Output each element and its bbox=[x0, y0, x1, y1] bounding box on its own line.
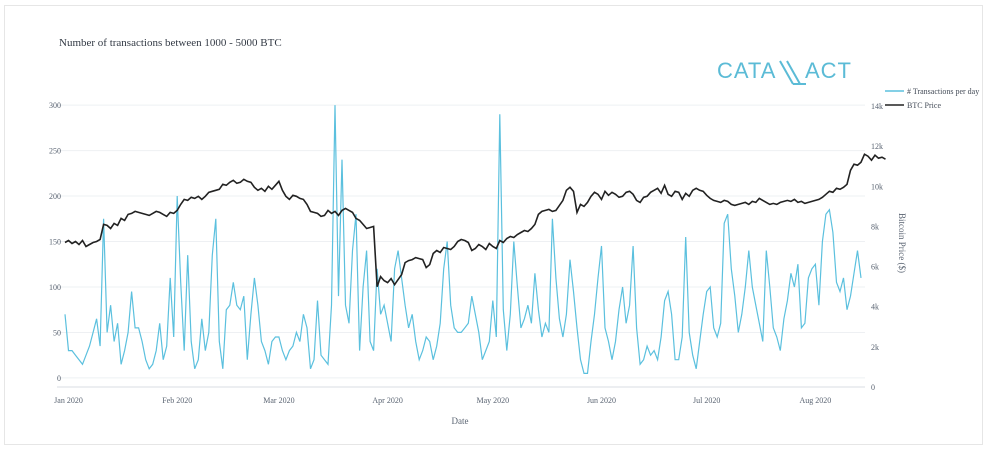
btc-price-line bbox=[64, 153, 886, 287]
x-tick-label: Aug 2020 bbox=[800, 396, 832, 405]
logo-mark bbox=[779, 60, 806, 85]
gridlines bbox=[57, 104, 865, 379]
right-tick-label: 8k bbox=[871, 222, 879, 231]
x-tick-label: Apr 2020 bbox=[372, 396, 402, 405]
left-tick-label: 100 bbox=[49, 283, 61, 292]
x-axis: Jan 2020 Feb 2020 Mar 2020 Apr 2020 May 2020… bbox=[54, 396, 831, 405]
left-tick-label: 0 bbox=[57, 374, 61, 383]
svg-text:CATA: CATA bbox=[717, 58, 776, 83]
chart-title: Number of transactions between 1000 - 50… bbox=[59, 37, 282, 49]
legend-label-transactions: # Transactions per day bbox=[907, 87, 979, 96]
chart: Number of transactions between 1000 - 50… bbox=[49, 37, 979, 426]
svg-text:ACT: ACT bbox=[805, 58, 852, 83]
right-tick-label: 14k bbox=[871, 102, 883, 111]
legend-item-transactions[interactable]: # Transactions per day bbox=[885, 87, 979, 96]
right-axis-label: Bitcoin Price ($) bbox=[897, 213, 907, 273]
left-tick-label: 150 bbox=[49, 238, 61, 247]
left-tick-label: 200 bbox=[49, 192, 61, 201]
x-tick-label: Jul 2020 bbox=[693, 396, 720, 405]
x-tick-label: Mar 2020 bbox=[263, 396, 294, 405]
logo: CATA ACT bbox=[717, 58, 852, 85]
x-tick-label: Jun 2020 bbox=[587, 396, 616, 405]
left-tick-label: 50 bbox=[53, 328, 61, 337]
legend-item-btc-price[interactable]: BTC Price bbox=[885, 101, 941, 110]
right-tick-label: 0 bbox=[871, 383, 875, 392]
right-tick-label: 2k bbox=[871, 343, 879, 352]
x-tick-label: Feb 2020 bbox=[162, 396, 192, 405]
right-tick-label: 12k bbox=[871, 142, 883, 151]
legend[interactable]: # Transactions per day BTC Price bbox=[885, 87, 979, 110]
x-tick-label: May 2020 bbox=[476, 396, 509, 405]
right-tick-label: 6k bbox=[871, 263, 879, 272]
right-axis: 0 2k 4k 6k 8k 10k 12k 14k bbox=[871, 102, 883, 392]
transactions-line bbox=[64, 105, 862, 374]
left-tick-label: 250 bbox=[49, 147, 61, 156]
x-axis-label: Date bbox=[452, 416, 469, 426]
right-tick-label: 4k bbox=[871, 303, 879, 312]
right-tick-label: 10k bbox=[871, 182, 883, 191]
chart-panel: Number of transactions between 1000 - 50… bbox=[4, 5, 983, 445]
x-tick-label: Jan 2020 bbox=[54, 396, 83, 405]
left-axis: 0 50 100 150 200 250 300 bbox=[49, 101, 61, 383]
legend-label-btc-price: BTC Price bbox=[907, 101, 941, 110]
left-tick-label: 300 bbox=[49, 101, 61, 110]
